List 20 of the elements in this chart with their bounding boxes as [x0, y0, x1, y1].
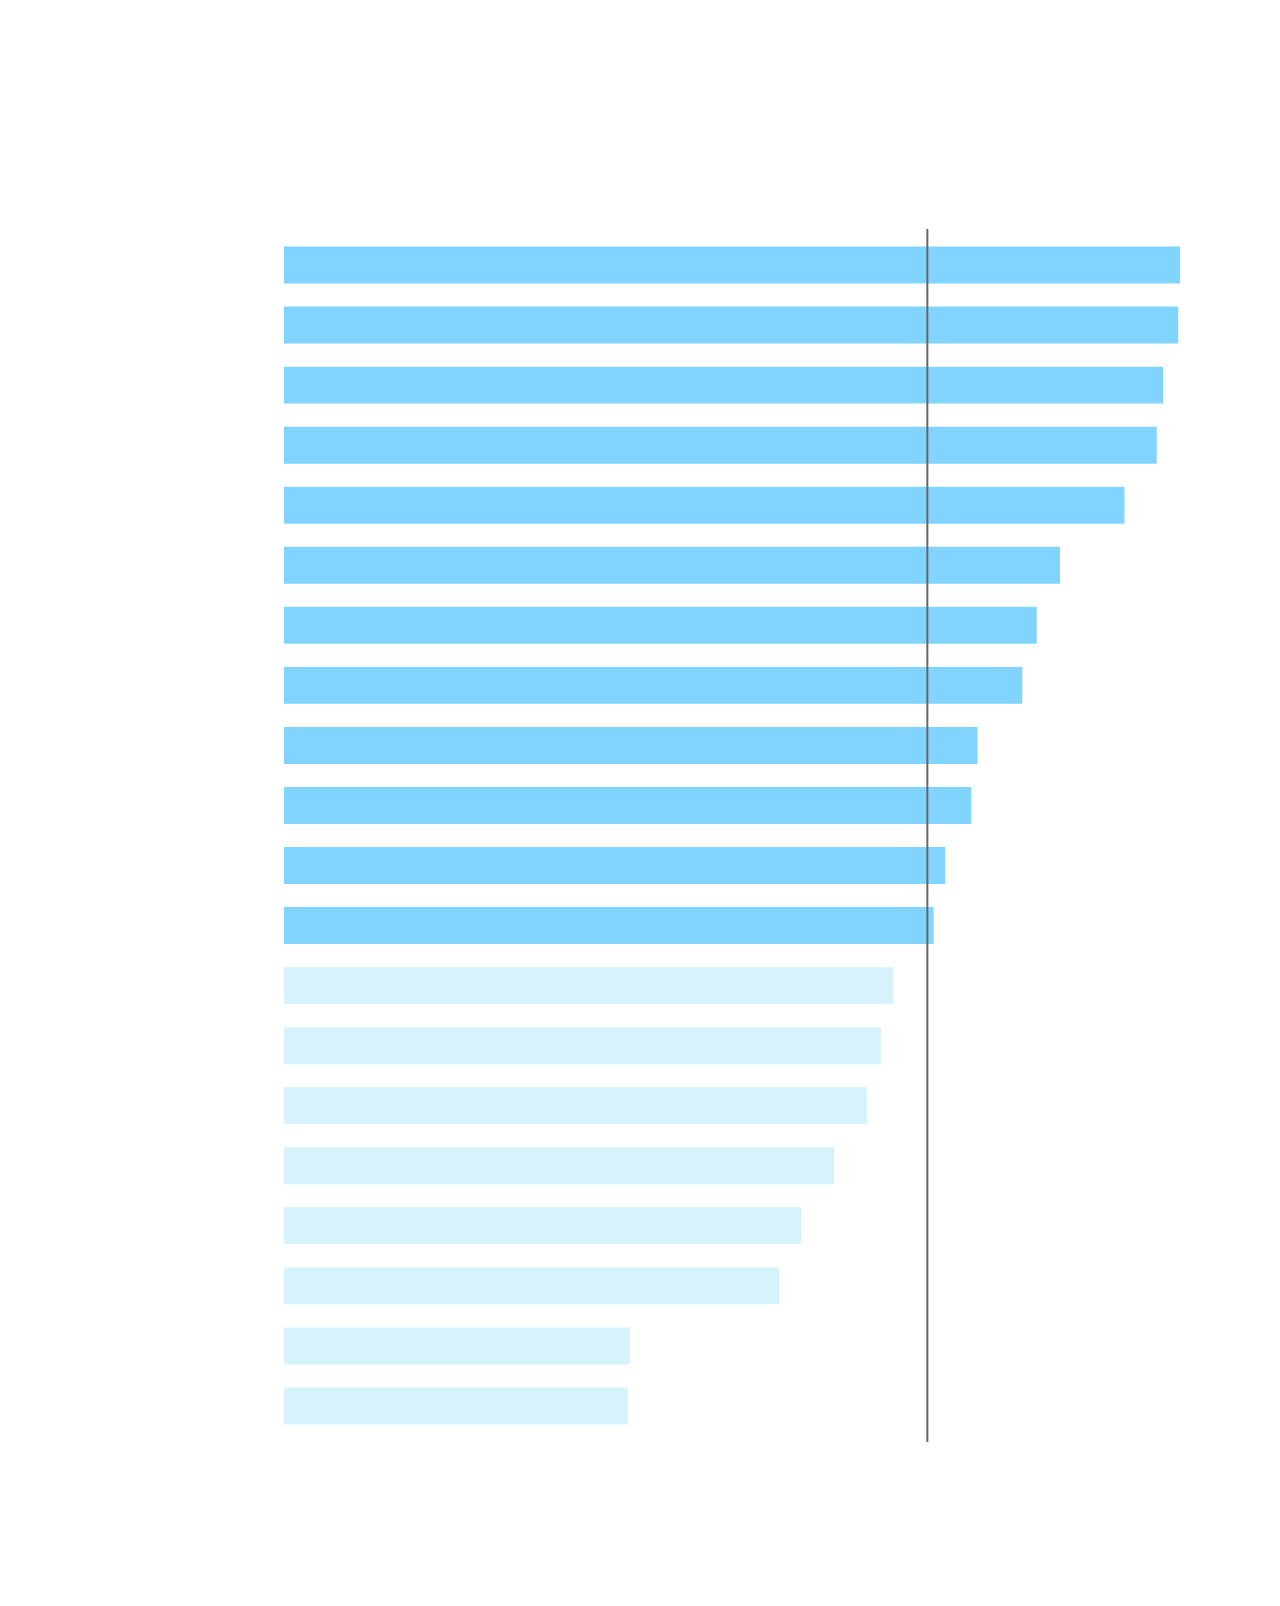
bar: [284, 726, 978, 764]
bar: [284, 1387, 629, 1425]
bar: [284, 486, 1125, 524]
bar: [284, 1087, 868, 1125]
bar: [284, 1267, 780, 1305]
bar: [284, 666, 1023, 704]
bar: [284, 426, 1157, 464]
bar: [284, 1327, 630, 1365]
bar: [284, 847, 946, 884]
bar: [284, 1207, 802, 1245]
bar: [284, 1027, 881, 1065]
bar: [284, 606, 1037, 644]
bar: [284, 366, 1163, 404]
bar: [284, 787, 972, 824]
bar: [284, 967, 894, 1005]
bar: [284, 1147, 835, 1185]
bar: [284, 246, 1181, 284]
bar: [284, 306, 1179, 344]
bar: [284, 546, 1060, 584]
bar: [284, 907, 934, 945]
